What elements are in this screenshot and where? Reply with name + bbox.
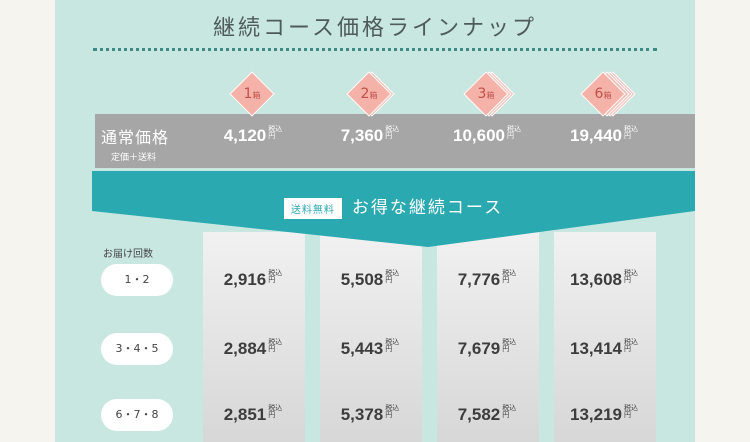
normal-price-label: 通常価格 定価＋送料 <box>101 124 169 163</box>
box-count-label: 3箱 <box>477 86 495 102</box>
tax-label: 税込円 <box>624 126 638 140</box>
normal-price-2: 7,360 税込円 <box>320 126 420 146</box>
course-column-2 <box>320 232 422 442</box>
tax-label: 税込円 <box>624 339 638 353</box>
course-band: 送料無料 お得な継続コース <box>92 171 695 247</box>
column-header-1: 1箱 <box>203 70 303 130</box>
course-price: 13,608 税込円 <box>570 270 638 289</box>
free-shipping-badge: 送料無料 <box>283 197 342 219</box>
tax-label: 税込円 <box>385 270 400 284</box>
course-price: 13,414 税込円 <box>570 339 638 358</box>
delivery-count-3-5: 3・4・5 <box>101 333 173 365</box>
course-band-text: 送料無料 お得な継続コース <box>92 193 695 219</box>
normal-price-4: 19,440 税込円 <box>554 126 654 146</box>
tax-label: 税込円 <box>385 339 400 353</box>
box-diamond: 2箱 <box>346 71 395 117</box>
tax-label: 税込円 <box>502 270 517 284</box>
tax-label: 税込円 <box>624 270 638 284</box>
delivery-count-title: お届け回数 <box>103 249 153 260</box>
course-price: 2,916 税込円 <box>223 270 283 289</box>
page-title: 継続コース価格ラインナップ <box>213 16 537 41</box>
course-price: 7,679 税込円 <box>457 339 517 358</box>
box-count-label: 1箱 <box>243 86 261 102</box>
course-price: 2,851 税込円 <box>223 405 283 424</box>
course-price: 13,219 税込円 <box>570 405 638 424</box>
tax-label: 税込円 <box>385 405 400 419</box>
course-column-4 <box>554 232 656 442</box>
dotted-divider <box>93 48 657 51</box>
course-column-3 <box>437 232 539 442</box>
normal-price-value: 19,440 <box>570 126 622 145</box>
normal-price-band: 通常価格 定価＋送料 4,120 税込円 7,360 税込円 10,600 税込円 1… <box>95 114 695 168</box>
pricing-panel: 継続コース価格ラインナップ 通常価格 定価＋送料 4,120 税込円 7,360 税… <box>55 0 695 442</box>
box-diamond: 3箱 <box>463 71 515 117</box>
box-count-label: 2箱 <box>360 86 378 102</box>
column-header-4: 6箱 <box>554 70 654 130</box>
normal-price-value: 4,120 <box>223 126 267 145</box>
course-band-shape <box>92 171 695 247</box>
normal-price-3: 10,600 税込円 <box>437 126 537 146</box>
course-column-1 <box>203 232 305 442</box>
course-price: 5,508 税込円 <box>340 270 400 289</box>
box-count-label: 6箱 <box>594 86 612 102</box>
delivery-count-6-8: 6・7・8 <box>101 399 173 431</box>
normal-price-1: 4,120 税込円 <box>203 126 303 146</box>
tax-label: 税込円 <box>502 339 517 353</box>
tax-label: 税込円 <box>268 405 283 419</box>
column-header-2: 2箱 <box>320 70 420 130</box>
tax-label: 税込円 <box>268 339 283 353</box>
tax-label: 税込円 <box>385 126 400 140</box>
course-title: お得な継続コース <box>351 198 504 218</box>
tax-label: 税込円 <box>268 270 283 284</box>
course-price: 2,884 税込円 <box>223 339 283 358</box>
normal-price-title: 通常価格 <box>101 128 170 147</box>
course-price: 7,582 税込円 <box>457 405 517 424</box>
tax-label: 税込円 <box>502 405 517 419</box>
tax-label: 税込円 <box>507 126 521 140</box>
normal-price-sub: 定価＋送料 <box>111 153 157 163</box>
column-header-3: 3箱 <box>437 70 537 130</box>
box-diamond: 6箱 <box>580 71 636 117</box>
normal-price-value: 7,360 <box>340 126 384 145</box>
tax-label: 税込円 <box>624 405 638 419</box>
box-diamond: 1箱 <box>229 71 275 117</box>
course-price: 5,443 税込円 <box>340 339 400 358</box>
normal-price-value: 10,600 <box>453 126 505 145</box>
course-price: 5,378 税込円 <box>340 405 400 424</box>
course-price: 7,776 税込円 <box>457 270 517 289</box>
delivery-count-1-2: 1・2 <box>101 264 173 296</box>
tax-label: 税込円 <box>268 126 283 140</box>
